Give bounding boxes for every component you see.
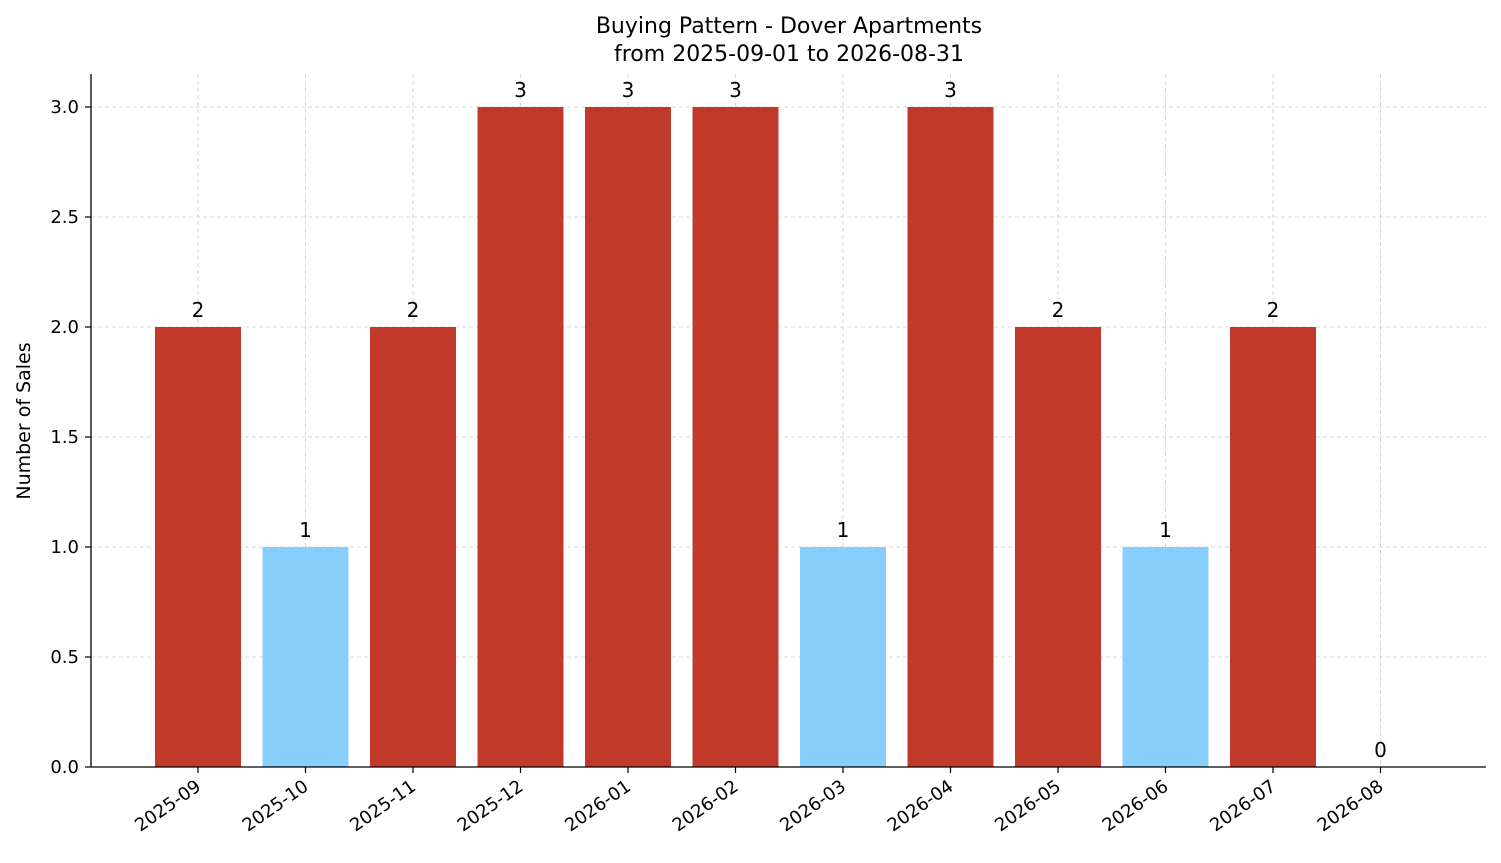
data-label-2026-02: 3 [729,78,742,102]
bar-2026-02 [692,107,779,767]
y-tick-label: 0.5 [50,647,79,668]
x-tick-label: 2026-06 [1099,776,1173,836]
bars [155,107,1316,767]
data-label-2025-12: 3 [514,78,527,102]
data-label-2025-10: 1 [299,518,312,542]
bar-2026-04 [907,107,994,767]
chart-title: Buying Pattern - Dover Apartments [596,14,982,39]
data-label-2026-08: 0 [1374,738,1387,762]
y-tick-label: 1.5 [50,427,79,448]
bar-2026-07 [1230,327,1316,767]
data-label-2026-04: 3 [944,78,957,102]
data-label-2026-01: 3 [622,78,635,102]
x-tick-label: 2025-10 [239,776,313,836]
bar-2026-03 [800,547,886,767]
bar-2025-09 [155,327,241,767]
x-tick-label: 2025-12 [454,776,528,836]
y-tick-label: 2.5 [50,207,79,228]
chart-subtitle: from 2025-09-01 to 2026-08-31 [614,42,964,67]
data-label-2026-06: 1 [1159,518,1172,542]
y-tick-label: 1.0 [50,537,79,558]
data-label-2026-07: 2 [1267,298,1280,322]
x-tick-label: 2026-03 [776,776,850,836]
x-tick-label: 2026-01 [561,776,635,836]
bar-2025-11 [370,327,456,767]
x-tick-label: 2025-11 [346,776,420,836]
x-tick-label: 2026-04 [884,776,958,836]
y-tick-label: 2.0 [50,317,79,338]
x-tick-label: 2026-07 [1206,776,1280,836]
x-tick-label: 2026-05 [991,776,1065,836]
y-axis-label: Number of Sales [13,342,35,499]
x-tick-label: 2026-08 [1314,776,1388,836]
data-labels: 2 1 2 3 3 3 1 3 2 1 2 0 [192,78,1387,762]
y-tick-label: 0.0 [50,757,79,778]
bar-2026-05 [1015,327,1101,767]
bar-2025-10 [262,547,349,767]
bar-2026-06 [1122,547,1209,767]
data-label-2026-05: 2 [1052,298,1065,322]
data-label-2025-09: 2 [192,298,205,322]
y-tick-label: 3.0 [50,97,79,118]
bar-2026-01 [585,107,671,767]
x-tick-label: 2026-02 [669,776,743,836]
bar-2025-12 [477,107,564,767]
data-label-2026-03: 1 [837,518,850,542]
data-label-2025-11: 2 [407,298,420,322]
x-tick-label: 2025-09 [131,776,205,836]
